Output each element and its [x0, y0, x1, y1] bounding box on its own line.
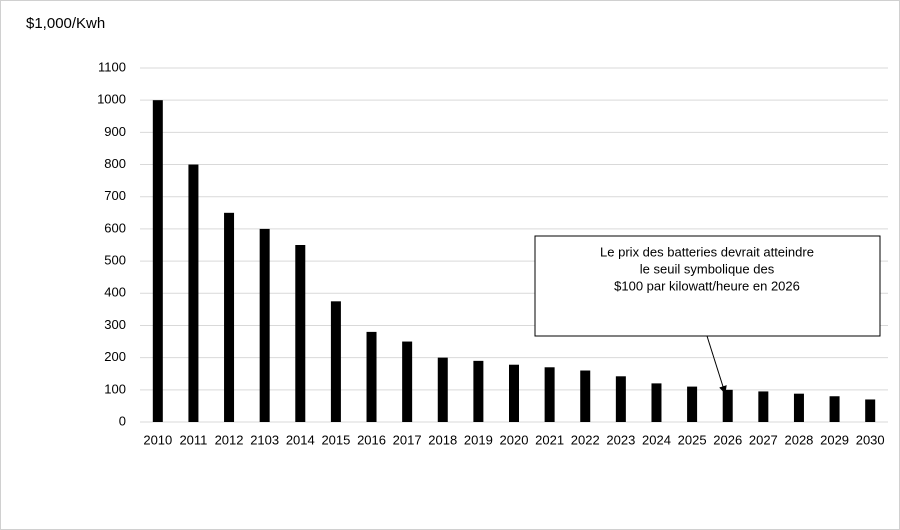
y-tick-label: 900	[104, 124, 126, 139]
y-tick-label: 400	[104, 285, 126, 300]
annotation-text: Le prix des batteries devrait atteindre	[600, 244, 814, 259]
bar	[188, 164, 199, 422]
bar	[330, 301, 341, 422]
bar	[295, 245, 306, 422]
x-tick-label: 2027	[749, 432, 778, 447]
bar	[224, 212, 235, 422]
x-tick-label: 2016	[357, 432, 386, 447]
bar	[580, 370, 591, 422]
x-tick-label: 2030	[856, 432, 885, 447]
annotation-text: le seuil symbolique des	[640, 261, 775, 276]
x-tick-label: 2026	[713, 432, 742, 447]
x-tick-label: 2028	[784, 432, 813, 447]
bar	[829, 396, 840, 422]
y-tick-label: 800	[104, 156, 126, 171]
y-axis-label: $1,000/Kwh	[26, 15, 105, 32]
bar	[366, 331, 377, 422]
x-tick-label: 2015	[321, 432, 350, 447]
bar	[687, 386, 698, 422]
y-tick-label: 600	[104, 220, 126, 235]
annotation-arrow	[706, 335, 727, 394]
bar	[152, 100, 163, 422]
x-tick-label: 2103	[250, 432, 279, 447]
x-tick-label: 2024	[642, 432, 671, 447]
bar	[473, 360, 484, 422]
y-tick-label: 1100	[98, 59, 126, 74]
y-tick-label: 200	[104, 349, 126, 364]
bar	[259, 228, 270, 422]
y-tick-label: 100	[104, 381, 126, 396]
bar	[544, 367, 555, 422]
x-tick-label: 2018	[428, 432, 457, 447]
x-tick-label: 2022	[571, 432, 600, 447]
x-tick-label: 2021	[535, 432, 564, 447]
bar	[865, 399, 876, 422]
bar	[402, 341, 413, 422]
y-tick-label: 300	[104, 317, 126, 332]
annotation-text: $100 par kilowatt/heure en 2026	[614, 278, 800, 293]
x-tick-label: 2014	[286, 432, 315, 447]
bar	[509, 364, 519, 422]
bar	[758, 391, 769, 422]
annotation-box	[534, 235, 881, 337]
x-tick-label: 2025	[678, 432, 707, 447]
y-tick-label: 0	[119, 413, 126, 428]
x-tick-label: 2020	[500, 432, 529, 447]
bar	[793, 393, 804, 422]
x-tick-label: 2012	[215, 432, 244, 447]
bar	[615, 376, 626, 422]
y-tick-label: 700	[104, 188, 126, 203]
y-tick-label: 500	[104, 253, 126, 268]
bar	[651, 383, 662, 422]
x-tick-label: 2011	[179, 432, 207, 447]
bar	[437, 357, 448, 422]
x-tick-label: 2017	[393, 432, 422, 447]
x-tick-label: 2023	[606, 432, 635, 447]
y-tick-label: 1000	[97, 92, 126, 107]
x-tick-label: 2029	[820, 432, 849, 447]
x-tick-label: 2019	[464, 432, 493, 447]
x-tick-label: 2010	[143, 432, 172, 447]
bar	[722, 389, 733, 422]
